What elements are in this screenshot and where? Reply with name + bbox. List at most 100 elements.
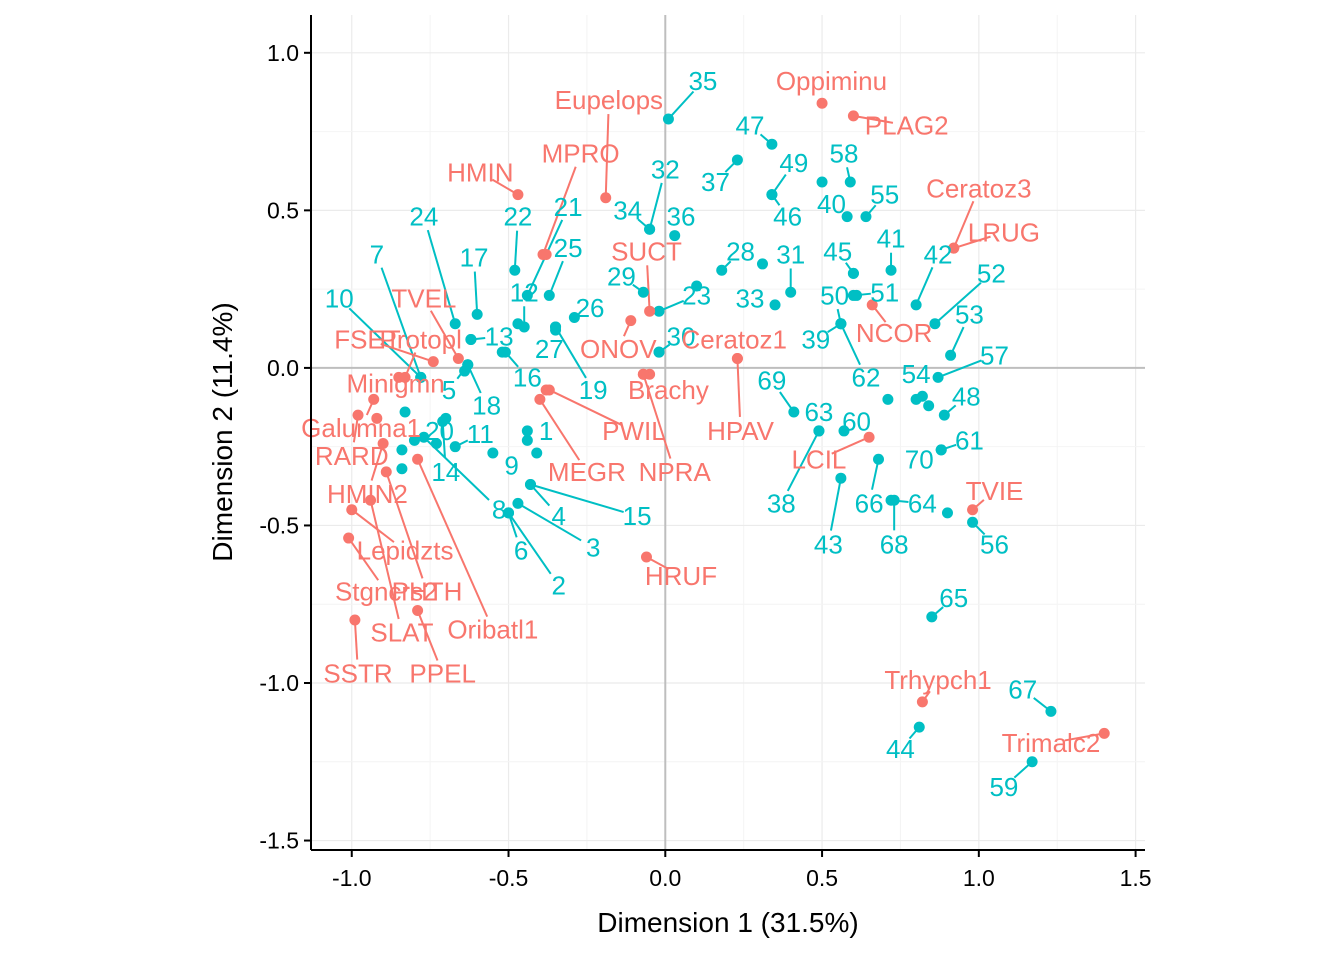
species-label: Trhypch1	[884, 665, 991, 695]
site-label: 21	[554, 192, 583, 222]
site-label: 59	[989, 772, 1018, 802]
species-label: TVEL	[391, 284, 456, 314]
species-leader-line	[548, 389, 622, 426]
site-label: 66	[855, 488, 884, 518]
site-label: 29	[607, 262, 636, 292]
species-label: SSTR	[323, 659, 392, 689]
species-label: Protopl	[380, 325, 462, 355]
species-point	[452, 352, 464, 364]
species-point	[731, 352, 743, 364]
species-leader-line	[370, 443, 385, 481]
site-label: 53	[955, 299, 984, 329]
site-point	[408, 434, 420, 446]
site-point	[929, 318, 941, 330]
species-label: PHTH	[392, 577, 463, 607]
site-label: 38	[767, 488, 796, 518]
species-point	[368, 393, 380, 405]
species-point	[412, 605, 424, 617]
site-label: 33	[735, 284, 764, 314]
site-label: 30	[667, 321, 696, 351]
site-label: 70	[905, 444, 934, 474]
site-label: 6	[514, 536, 528, 566]
site-point	[662, 113, 674, 125]
unlabeled-point	[847, 267, 859, 279]
site-label: 39	[801, 325, 830, 355]
site-point	[913, 721, 925, 733]
x-tick-label: 0.5	[806, 865, 838, 891]
site-point	[932, 371, 944, 383]
site-label: 5	[442, 375, 456, 405]
unlabeled-point	[941, 507, 953, 519]
site-label: 23	[682, 280, 711, 310]
species-point	[863, 431, 875, 443]
species-label: MPRO	[542, 139, 620, 169]
site-label: 15	[623, 501, 652, 531]
site-point	[967, 516, 979, 528]
site-point	[503, 507, 515, 519]
site-label: 45	[823, 236, 852, 266]
species-label: HPAV	[707, 416, 775, 446]
unlabeled-point	[521, 425, 533, 437]
species-leader-line	[953, 235, 991, 250]
site-label: 41	[877, 224, 906, 254]
site-label: 52	[977, 258, 1006, 288]
species-point	[346, 504, 358, 516]
site-label: 34	[613, 195, 642, 225]
site-leader-line	[915, 266, 934, 306]
site-point	[487, 447, 499, 459]
species-label: Galumna1	[301, 413, 421, 443]
species-label: Ceratoz3	[926, 173, 1032, 203]
species-point	[948, 242, 960, 254]
site-point	[512, 497, 524, 509]
axes: -1.0 -0.5 0.0 0.5 1.0 1.5 -1.5 -1.0 -0.5 0.0 0.5 1.…	[259, 15, 1152, 891]
species-point	[1098, 727, 1110, 739]
species-label: Ceratoz1	[682, 325, 788, 355]
site-label: 65	[939, 583, 968, 613]
species-leader-line	[416, 610, 439, 661]
unlabeled-point	[540, 384, 552, 396]
species-leader-line	[385, 471, 424, 579]
site-leader-line	[829, 478, 842, 531]
site-point	[888, 494, 900, 506]
x-axis-title: Dimension 1 (31.5%)	[597, 907, 858, 938]
unlabeled-point	[440, 412, 452, 424]
species-point	[644, 305, 656, 317]
site-leader-line	[530, 483, 624, 513]
unlabeled-point	[653, 346, 665, 358]
site-leader-line	[839, 323, 861, 366]
site-point	[769, 299, 781, 311]
site-point	[816, 176, 828, 188]
site-point	[860, 211, 872, 223]
site-label: 13	[485, 321, 514, 351]
site-point	[418, 431, 430, 443]
unlabeled-point	[882, 393, 894, 405]
site-point	[885, 264, 897, 276]
unlabeled-point	[691, 280, 703, 292]
site-leader-line	[517, 502, 582, 542]
species-label: FSET	[334, 325, 401, 355]
site-point	[838, 425, 850, 437]
unlabeled-point	[465, 334, 477, 346]
site-label: 17	[460, 243, 489, 273]
unlabeled-point	[916, 390, 928, 402]
site-label: 43	[814, 529, 843, 559]
species-point	[377, 438, 389, 450]
site-point	[835, 318, 847, 330]
site-point	[766, 189, 778, 201]
unlabeled-point	[851, 289, 863, 301]
site-point	[637, 286, 649, 298]
species-label: HMIN	[447, 158, 513, 188]
site-label: 14	[431, 457, 460, 487]
site-leader-line	[937, 359, 982, 379]
site-label: 56	[980, 529, 1009, 559]
species-point	[534, 393, 546, 405]
site-label: 55	[870, 180, 899, 210]
y-axis-title: Dimension 2 (11.4%)	[207, 302, 238, 561]
site-label: 50	[820, 280, 849, 310]
unlabeled-point	[637, 368, 649, 380]
species-label: HMIN2	[327, 479, 408, 509]
site-label: 26	[576, 293, 605, 323]
species-leader-line	[646, 265, 651, 312]
site-point	[1045, 705, 1057, 717]
site-leader-line	[667, 90, 695, 120]
